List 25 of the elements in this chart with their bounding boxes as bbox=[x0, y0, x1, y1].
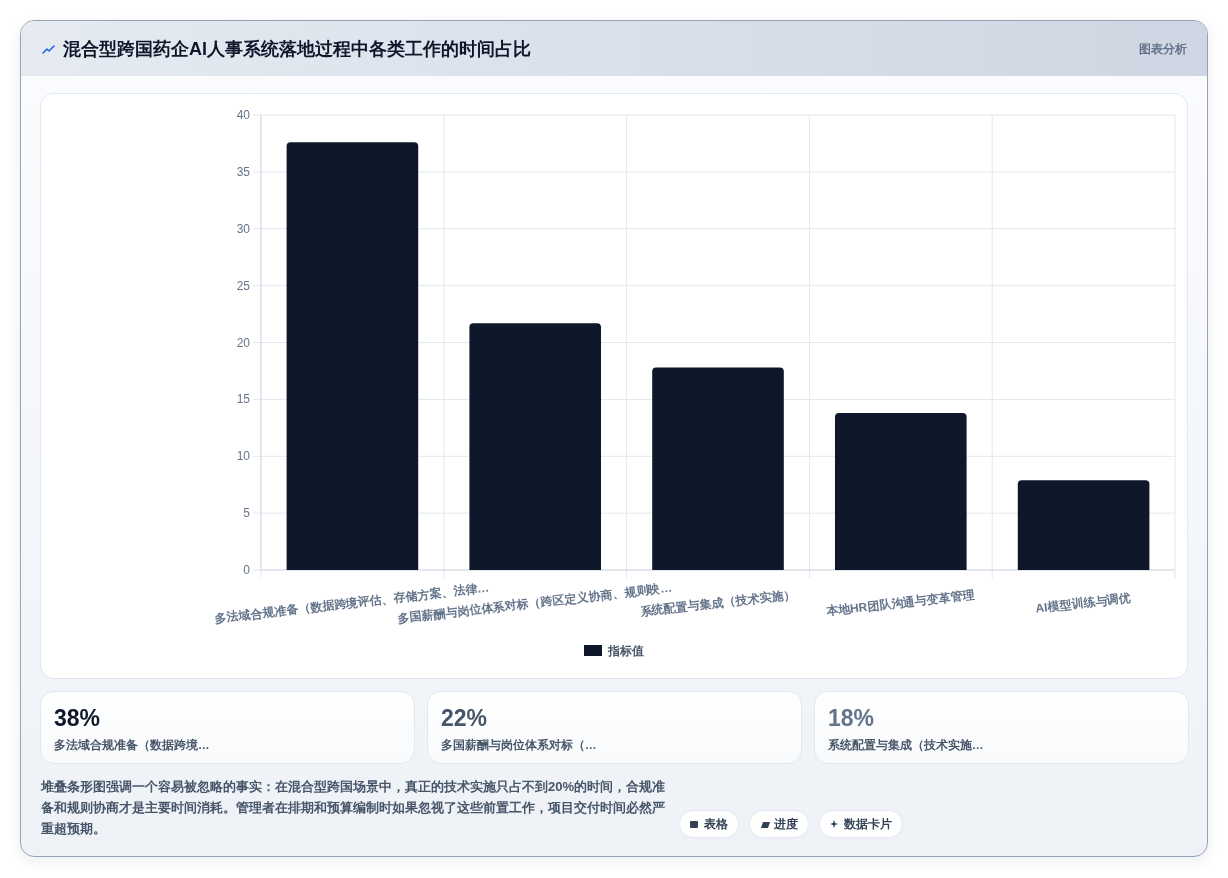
text: 18% bbox=[828, 704, 875, 732]
text: 22% bbox=[441, 704, 488, 732]
x-tick-label: AI模型训练与调优 bbox=[1034, 590, 1132, 616]
text: 进度 bbox=[774, 818, 798, 830]
text: 多国薪酬与岗位体系对标（… bbox=[441, 737, 597, 753]
y-tick-label: 20 bbox=[236, 335, 251, 350]
y-tick-label: 30 bbox=[236, 221, 251, 236]
x-tick-label: 本地HR团队沟通与变革管理 bbox=[824, 587, 976, 619]
y-tick-label: 40 bbox=[236, 108, 251, 122]
y-tick-label: 25 bbox=[236, 278, 251, 293]
text: 38% bbox=[54, 704, 101, 732]
text: 表格 bbox=[704, 818, 728, 830]
text: 系统配置与集成（技术实施… bbox=[828, 737, 984, 753]
y-tick-label: 10 bbox=[236, 449, 251, 464]
text: 数据卡片 bbox=[844, 818, 892, 830]
chart-title: 混合型跨国药企AI人事系统落地过程中各类工作的时间占比 bbox=[63, 38, 531, 61]
y-tick-label: 15 bbox=[236, 392, 251, 407]
text: 堆叠条形图强调一个容易被忽略的事实：在混合型跨国场景中，真正的技术实施只占不到20%的时间，合规准备和规则协商才是主要时间消耗。管理者在排期和预算编制时如果忽视了这些前置工作，项目交付时间必然严重超预期。 bbox=[41, 778, 667, 838]
text: 图表分析 bbox=[1139, 41, 1187, 58]
legend: 指标值 bbox=[584, 644, 644, 658]
y-tick-label: 35 bbox=[236, 164, 251, 179]
legend-label: 指标值 bbox=[607, 644, 644, 658]
text: 多法域合规准备（数据跨境… bbox=[54, 737, 210, 753]
y-tick-label: 0 bbox=[243, 563, 251, 577]
y-tick-label: 5 bbox=[243, 506, 251, 521]
